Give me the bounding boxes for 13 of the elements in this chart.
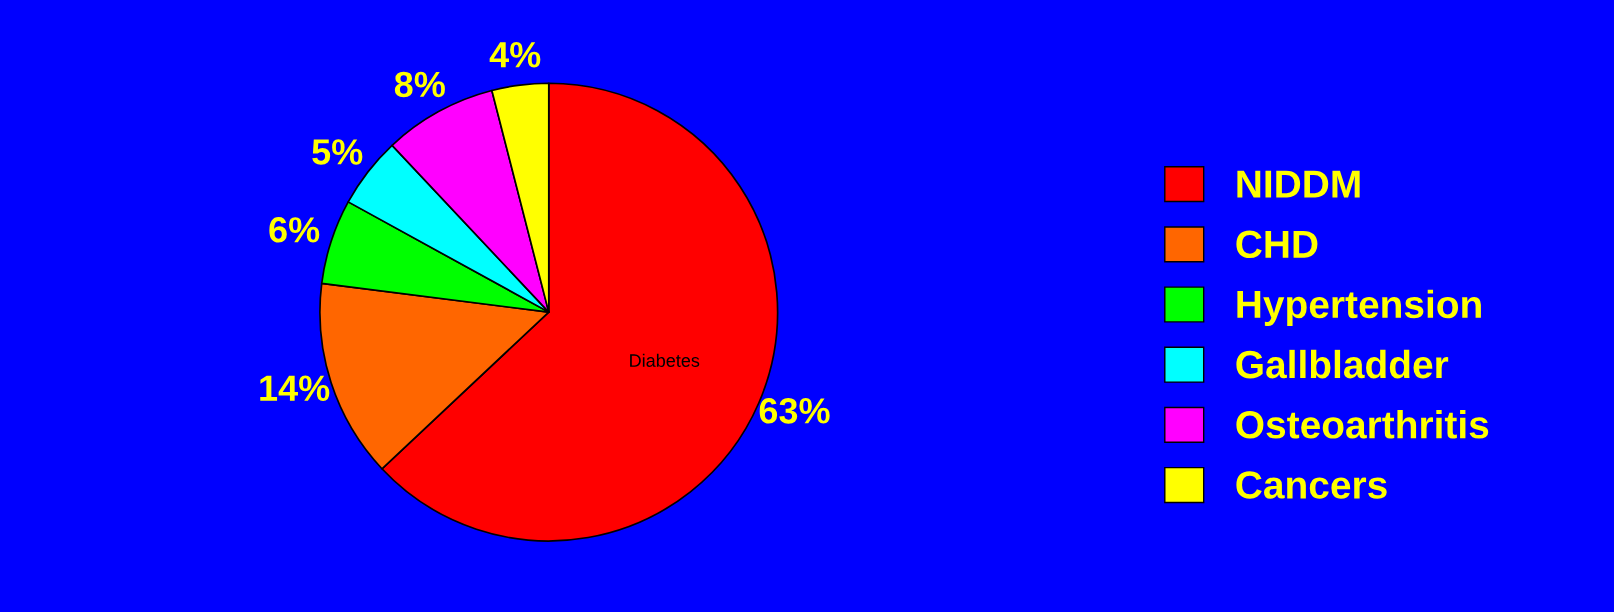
text: Diabetes	[630, 353, 700, 367]
data-label: 5%	[312, 139, 363, 165]
legend-label: Hypertension	[1237, 289, 1481, 326]
data-label: 6%	[269, 217, 320, 243]
data-label: 4%	[489, 42, 541, 68]
legend-label: Osteoarthritis	[1236, 410, 1489, 439]
data-label: 63%	[759, 398, 830, 424]
legend-label: Cancers	[1236, 471, 1387, 499]
data-label: 14%	[260, 375, 330, 401]
legend-label: Gallbladder	[1236, 349, 1449, 379]
data-label: 8%	[394, 71, 445, 98]
legend-label: CHD	[1236, 230, 1318, 259]
legend-label: NIDDM	[1237, 170, 1360, 198]
